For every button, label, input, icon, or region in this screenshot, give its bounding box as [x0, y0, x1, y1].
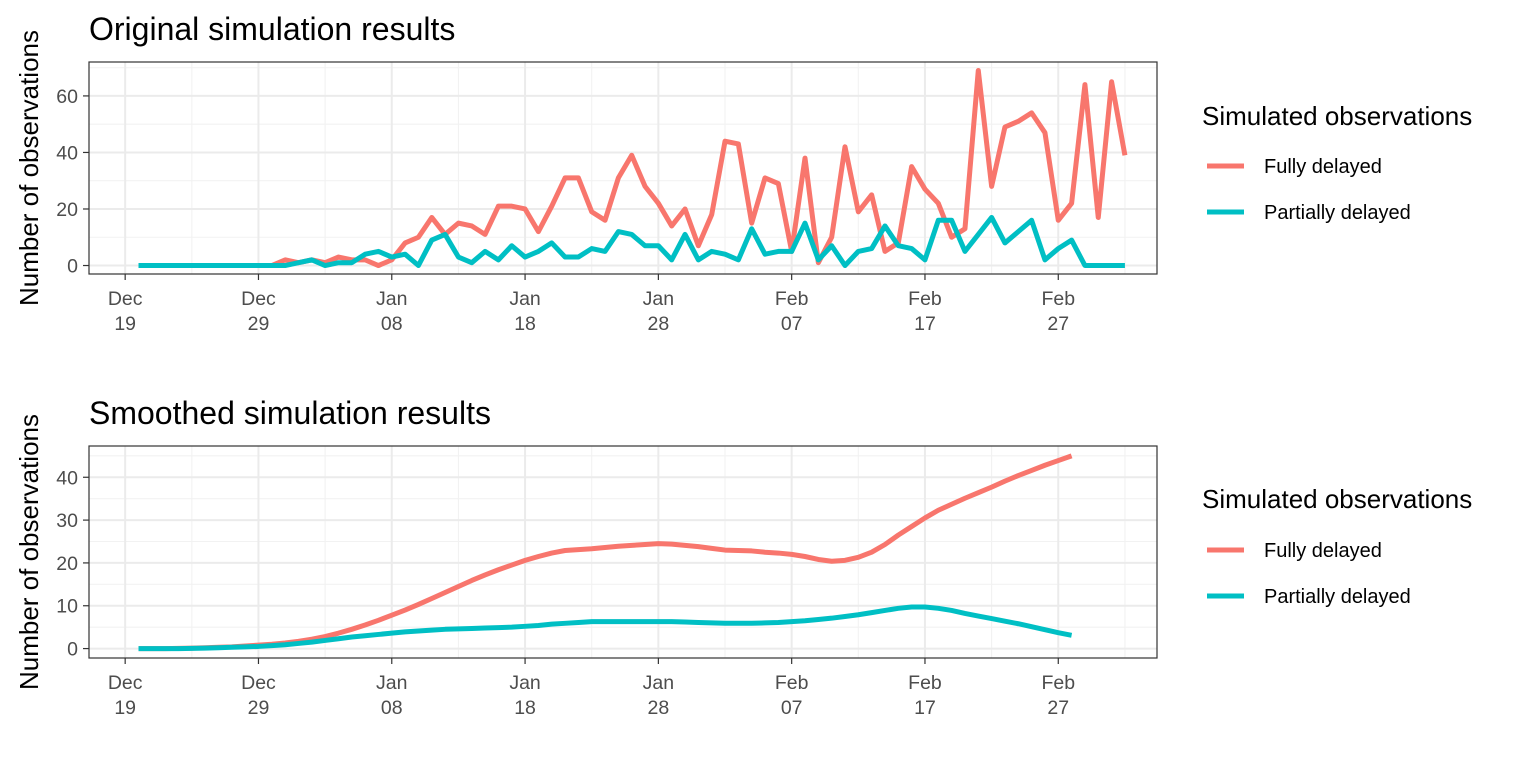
legend-title: Simulated observations	[1202, 484, 1472, 514]
x-tick-label-month: Jan	[509, 672, 540, 694]
y-tick-label: 40	[56, 142, 78, 164]
y-tick-label: 0	[67, 256, 78, 278]
series-line-partially-delayed	[138, 604, 1073, 652]
y-axis-label: Number of observations	[14, 30, 44, 306]
series-line-partially-delayed	[138, 214, 1125, 269]
x-tick-label-month: Feb	[908, 672, 942, 694]
x-tick-label-day: 08	[381, 697, 403, 719]
y-tick-label: 30	[56, 510, 78, 532]
x-tick-label-day: 07	[781, 313, 803, 335]
x-tick-label-month: Feb	[1041, 288, 1075, 310]
x-tick-label-day: 19	[114, 697, 136, 719]
legend: Simulated observations Fully delayed Parti…	[1202, 101, 1472, 224]
legend-label: Fully delayed	[1264, 540, 1382, 562]
x-tick-label-month: Dec	[108, 672, 143, 694]
x-tick-label-month: Dec	[241, 672, 276, 694]
x-tick-label-month: Feb	[1041, 672, 1075, 694]
x-tick-label-day: 28	[648, 697, 670, 719]
y-tick-label: 60	[56, 86, 78, 108]
chart-panel-2: 0 10 20 30 40 Dec 19 Dec 29 Jan 08 Jan 18 Jan 28 Feb 07 F…	[14, 395, 1472, 719]
x-tick-label-month: Jan	[509, 288, 540, 310]
legend-label: Fully delayed	[1264, 156, 1382, 178]
y-tick-label: 20	[56, 199, 78, 221]
x-tick-label-month: Jan	[376, 288, 407, 310]
x-tick-label-month: Feb	[775, 672, 809, 694]
x-tick-label-day: 28	[648, 313, 670, 335]
x-tick-label-day: 17	[914, 313, 936, 335]
x-tick-label-day: 27	[1047, 697, 1069, 719]
x-tick-label-day: 18	[514, 313, 536, 335]
y-axis-label: Number of observations	[14, 414, 44, 690]
x-tick-label-day: 29	[248, 697, 270, 719]
x-tick-label-day: 17	[914, 697, 936, 719]
y-tick-label: 0	[67, 639, 78, 661]
legend-title: Simulated observations	[1202, 101, 1472, 131]
x-tick-label-day: 19	[114, 313, 136, 335]
x-tick-label-month: Jan	[643, 288, 674, 310]
plot-border	[88, 445, 1158, 659]
legend-label: Partially delayed	[1264, 586, 1411, 608]
legend: Simulated observations Fully delayed Parti…	[1202, 484, 1472, 608]
chart-panel-1: 0 20 40 60 Dec 19 Dec 29 Jan 08 Jan 18 Jan 28 Feb 07 Feb…	[14, 11, 1472, 335]
legend-label: Partially delayed	[1264, 202, 1411, 224]
x-tick-label-month: Jan	[643, 672, 674, 694]
x-tick-label-month: Dec	[241, 288, 276, 310]
x-tick-label-month: Dec	[108, 288, 143, 310]
x-tick-label-day: 08	[381, 313, 403, 335]
x-tick-label-month: Feb	[775, 288, 809, 310]
x-tick-label-day: 18	[514, 697, 536, 719]
chart-title: Smoothed simulation results	[89, 395, 491, 431]
y-tick-label: 20	[56, 553, 78, 575]
x-tick-label-day: 07	[781, 697, 803, 719]
x-tick-label-month: Feb	[908, 288, 942, 310]
x-tick-label-day: 27	[1047, 313, 1069, 335]
y-tick-label: 10	[56, 596, 78, 618]
chart-title: Original simulation results	[89, 11, 455, 47]
y-tick-label: 40	[56, 467, 78, 489]
x-tick-label-day: 29	[248, 313, 270, 335]
x-tick-label-month: Jan	[376, 672, 407, 694]
plot-border	[88, 61, 1158, 275]
